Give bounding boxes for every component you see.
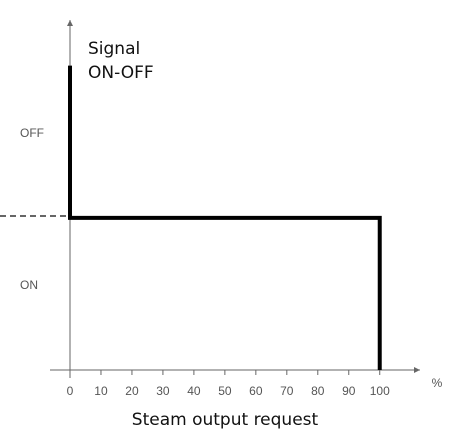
x-tick-label: 0 bbox=[67, 384, 74, 398]
signal-line bbox=[68, 65, 382, 370]
x-tick-label: 100 bbox=[370, 384, 390, 398]
x-tick-label: 10 bbox=[94, 384, 108, 398]
x-tick-label: 30 bbox=[156, 384, 170, 398]
x-tick-label: 40 bbox=[187, 384, 201, 398]
x-tick-label: 50 bbox=[218, 384, 232, 398]
x-tick-label: 90 bbox=[342, 384, 356, 398]
x-tick-label: 70 bbox=[280, 384, 294, 398]
x-tick-label: 20 bbox=[125, 384, 139, 398]
y-tick-label: ON bbox=[20, 278, 38, 292]
y-tick-label: OFF bbox=[20, 126, 44, 140]
x-tick-label: 80 bbox=[311, 384, 325, 398]
x-unit: % bbox=[432, 376, 443, 390]
y-axis-label: Signal bbox=[88, 39, 140, 59]
x-axis-arrow bbox=[414, 367, 420, 373]
x-axis-label: Steam output request bbox=[132, 410, 319, 430]
x-tick-label: 60 bbox=[249, 384, 263, 398]
y-axis-label: ON-OFF bbox=[88, 63, 154, 83]
y-axis-arrow bbox=[67, 20, 73, 26]
